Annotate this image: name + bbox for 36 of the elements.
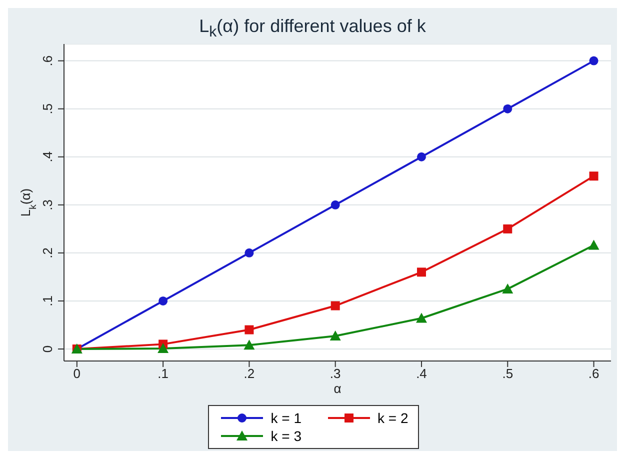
point (589, 56, 598, 66)
point (503, 104, 512, 114)
y-tick-label: .2 (40, 248, 55, 258)
x-tick-label: .1 (158, 366, 168, 382)
x-tick-label: .5 (502, 366, 514, 382)
x-tick-label: .2 (244, 366, 255, 382)
legend-label: k = 3 (270, 428, 302, 444)
point (588, 240, 600, 250)
y-tick-label: 0 (40, 345, 55, 353)
point (244, 325, 254, 334)
point (330, 200, 340, 210)
point (416, 268, 426, 277)
point (244, 248, 254, 258)
y-tick-label: .4 (40, 151, 55, 162)
x-tick-label: .6 (588, 366, 600, 382)
point (158, 343, 169, 354)
point (158, 296, 168, 306)
point (416, 152, 426, 162)
point (589, 172, 598, 181)
y-tick-label: .6 (40, 55, 55, 66)
y-tick-label: .5 (40, 103, 55, 114)
point (502, 283, 514, 294)
x-axis-title: α (334, 381, 342, 396)
point (244, 340, 255, 350)
x-tick-label: .4 (416, 366, 427, 382)
legend-label: k = 1 (270, 410, 302, 426)
chart-title: L$_{k}$(α) for different values of k (198, 15, 427, 43)
point (330, 301, 340, 310)
legend-label: k = 2 (378, 410, 408, 426)
x-tick-label: 0 (73, 366, 81, 382)
point (503, 224, 512, 234)
y-tick-label: .3 (40, 199, 55, 210)
x-tick-label: .3 (330, 366, 341, 382)
y-tick-label: .1 (40, 296, 55, 306)
point (330, 330, 341, 341)
point (416, 312, 427, 323)
